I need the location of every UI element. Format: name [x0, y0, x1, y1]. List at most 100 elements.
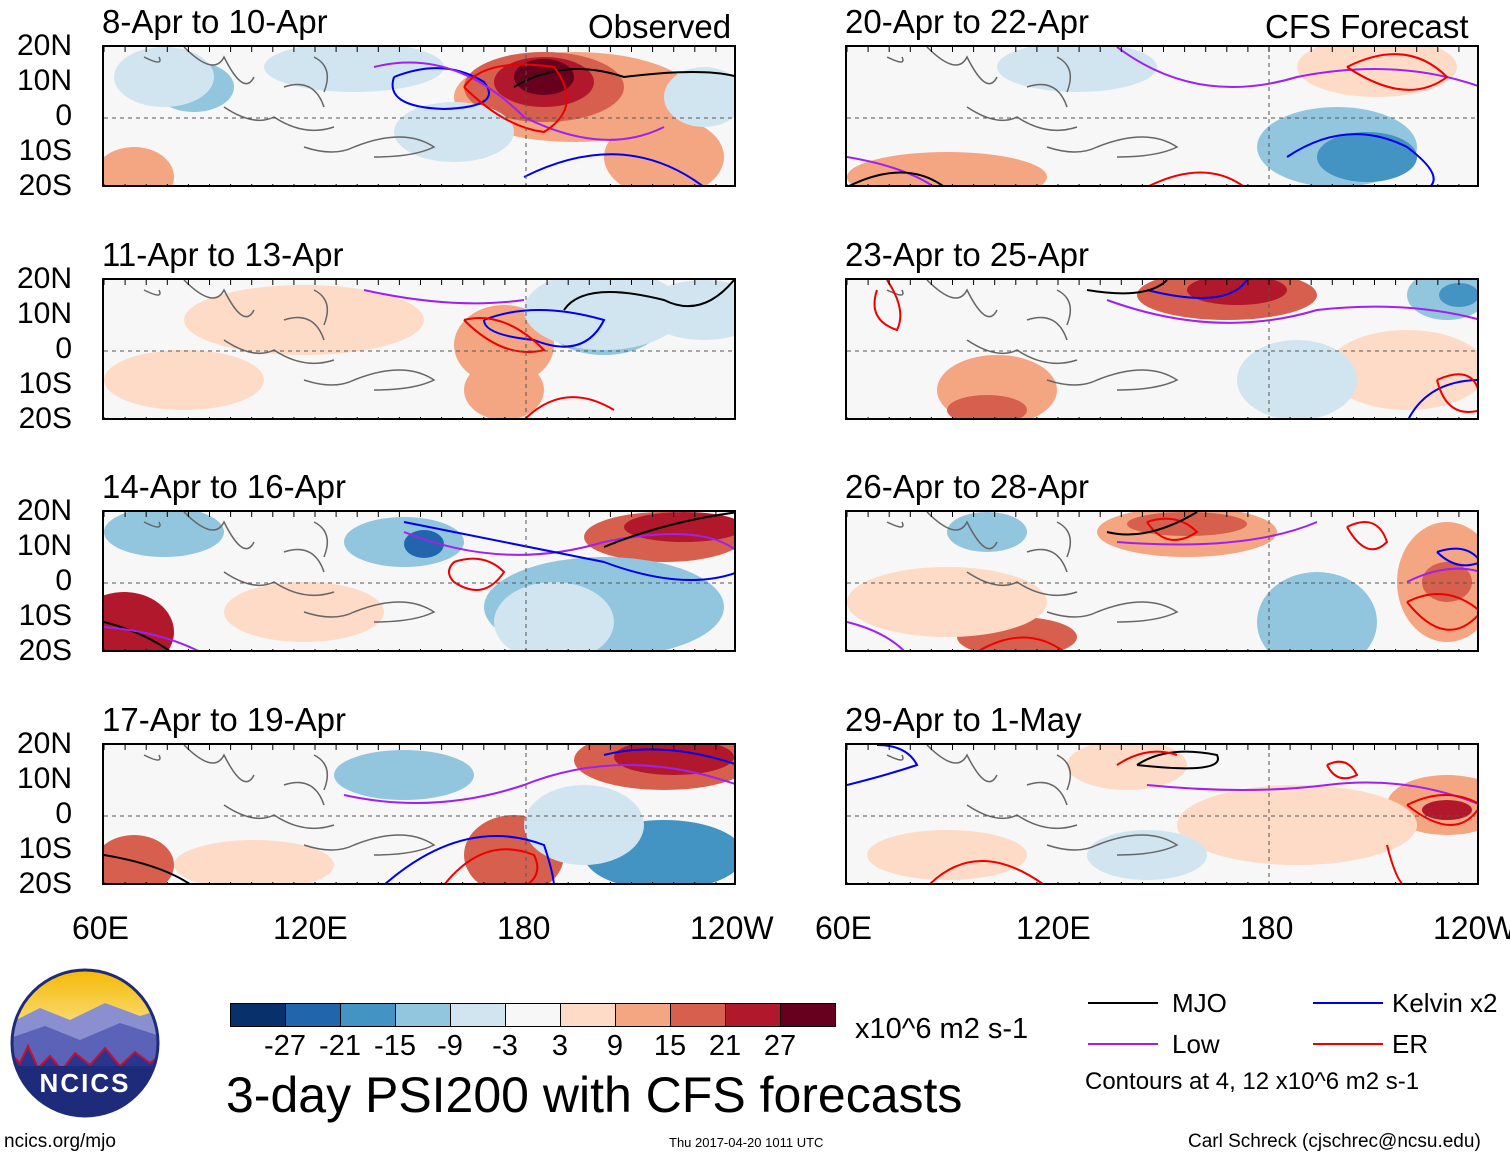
panel-title: 23-Apr to 25-Apr	[845, 236, 1089, 273]
legend-label-kelvin: Kelvin x2	[1392, 988, 1498, 1018]
lon-label: 180	[497, 910, 551, 946]
map-field	[847, 745, 1477, 883]
shading-region	[454, 305, 554, 385]
shading-region	[114, 47, 214, 107]
shading-region	[847, 567, 1047, 637]
contour-line	[444, 848, 539, 883]
shading-region	[1087, 830, 1207, 880]
shading-region	[404, 530, 444, 558]
contour-line	[1116, 47, 1477, 88]
shading-region	[847, 152, 1047, 185]
map-panel	[845, 743, 1479, 885]
footer-url[interactable]: ncics.org/mjo	[4, 1131, 116, 1152]
lat-label: 0	[55, 797, 72, 830]
lat-label: 20S	[18, 634, 72, 667]
map-field	[104, 512, 734, 650]
colorbar-swatch	[725, 1003, 781, 1027]
panel-title: 8-Apr to 10-Apr	[102, 3, 328, 40]
shading-region	[514, 59, 574, 95]
shading-region	[394, 102, 514, 162]
map-field	[847, 280, 1477, 418]
lon-label: 120W	[1433, 910, 1510, 946]
lat-label: 20N	[16, 262, 72, 295]
legend-line-kelvin	[1313, 1002, 1383, 1004]
lat-label: 10N	[16, 529, 72, 562]
lat-label: 0	[55, 564, 72, 597]
coastline	[886, 280, 1179, 391]
contour-line	[1146, 781, 1477, 805]
lat-label: 10S	[18, 134, 72, 167]
panel-title: 14-Apr to 16-Apr	[102, 468, 346, 505]
lat-label: 20S	[18, 169, 72, 202]
map-panel	[845, 45, 1479, 187]
contour-line	[403, 531, 734, 556]
lon-label: 120W	[690, 910, 774, 946]
contour-line	[1148, 171, 1244, 185]
figure-title: 3-day PSI200 with CFS forecasts	[226, 1067, 963, 1123]
shading-region	[947, 395, 1027, 418]
observed-header: Observed	[588, 8, 732, 45]
contour-line	[523, 153, 703, 185]
coastline	[886, 745, 1179, 856]
colorbar-tick: 9	[606, 1030, 624, 1062]
coastline	[886, 512, 1179, 623]
forecast-header: CFS Forecast	[1265, 8, 1469, 45]
shading-region	[494, 582, 614, 650]
shading-region	[264, 47, 444, 92]
contour-line	[104, 626, 199, 650]
contour-line	[1146, 517, 1199, 541]
contour-line	[1406, 593, 1477, 631]
shading-region	[524, 280, 684, 350]
lon-label: 120E	[1016, 910, 1091, 946]
map-panel	[845, 278, 1479, 420]
contour-line	[1436, 547, 1477, 567]
ncics-logo: NCICS	[10, 968, 160, 1118]
coastline	[143, 512, 436, 623]
shading-region	[1237, 340, 1357, 418]
contour-line	[929, 844, 1403, 883]
lat-label: 0	[55, 332, 72, 365]
legend-label-low: Low	[1172, 1029, 1220, 1059]
contour-line	[448, 557, 506, 591]
contour-line	[1116, 521, 1318, 546]
lat-label: 0	[55, 99, 72, 132]
lat-label: 20N	[16, 29, 72, 62]
map-panel	[102, 45, 736, 187]
shading-region	[174, 840, 334, 883]
colorbar-swatch	[340, 1003, 396, 1027]
colorbar-units: x10^6 m2 s-1	[855, 1013, 1029, 1045]
shading-region	[104, 835, 174, 883]
shading-region	[184, 285, 424, 355]
shading-region	[104, 592, 174, 650]
lat-label: 20N	[16, 494, 72, 527]
colorbar-swatch	[670, 1003, 726, 1027]
colorbar-tick: 15	[653, 1030, 687, 1062]
contour-line	[1146, 280, 1248, 299]
colorbar-tick: -15	[374, 1030, 416, 1062]
legend-line-mjo	[1088, 1002, 1158, 1004]
colorbar-tick: 3	[551, 1030, 569, 1062]
footer-timestamp: Thu 2017-04-20 1011 UTC	[669, 1135, 824, 1150]
footer-credit: Carl Schreck (cjschrec@ncsu.edu)	[1188, 1131, 1481, 1152]
contour-line	[384, 835, 555, 883]
shading-region	[104, 512, 224, 557]
contour-line	[1346, 53, 1449, 91]
shading-region	[1439, 283, 1477, 307]
shading-region	[1317, 132, 1417, 182]
lat-label: 10S	[18, 367, 72, 400]
contour-line	[363, 289, 525, 305]
contour-line	[483, 309, 606, 348]
colorbar-swatch	[450, 1003, 506, 1027]
contour-line	[1106, 512, 1198, 536]
contour-line	[1106, 299, 1477, 324]
shading-region	[334, 750, 474, 800]
contour-note: Contours at 4, 12 x10^6 m2 s-1	[1085, 1068, 1420, 1095]
shading-region	[1422, 800, 1472, 820]
colorbar-swatch	[615, 1003, 671, 1027]
colorbar-tick: 27	[763, 1030, 797, 1062]
map-panel	[102, 510, 736, 652]
colorbar-tick: -27	[264, 1030, 306, 1062]
shading-region	[604, 117, 724, 185]
panel-title: 26-Apr to 28-Apr	[845, 468, 1089, 505]
contour-line	[463, 317, 546, 353]
